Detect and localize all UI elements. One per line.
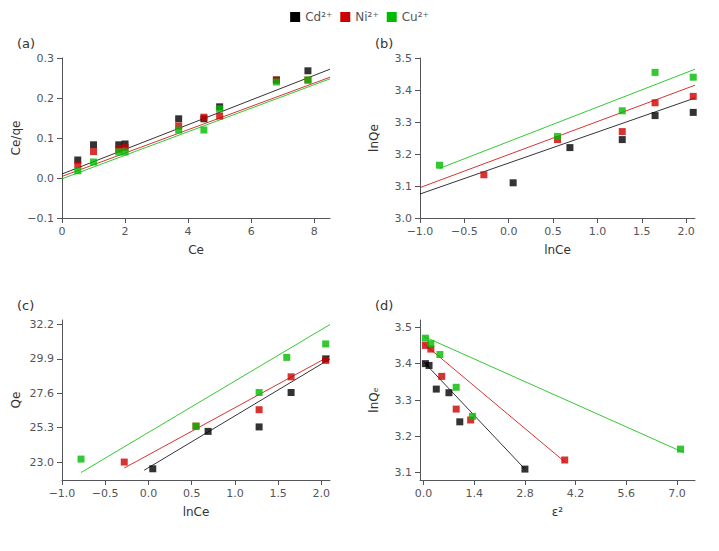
svg-text:0.0: 0.0 [37, 172, 55, 185]
svg-text:3.1: 3.1 [395, 180, 413, 193]
svg-text:lnQₑ: lnQₑ [367, 387, 381, 412]
svg-text:1.5: 1.5 [633, 225, 651, 238]
svg-text:3.2: 3.2 [395, 430, 413, 443]
svg-text:0.0: 0.0 [140, 487, 158, 500]
svg-text:2.0: 2.0 [313, 487, 331, 500]
svg-text:7.0: 7.0 [668, 487, 686, 500]
svg-text:1.4: 1.4 [466, 487, 484, 500]
svg-text:Cu²⁺: Cu²⁺ [402, 10, 429, 24]
svg-text:0.0: 0.0 [500, 225, 518, 238]
svg-text:27.6: 27.6 [30, 387, 55, 400]
svg-text:29.9: 29.9 [30, 352, 55, 365]
svg-text:0.0: 0.0 [415, 487, 433, 500]
svg-text:Ni²⁺: Ni²⁺ [355, 10, 378, 24]
svg-text:3.3: 3.3 [395, 116, 413, 129]
svg-text:23.0: 23.0 [30, 456, 55, 469]
svg-text:lnCe: lnCe [183, 505, 210, 519]
svg-text:lnQe: lnQe [367, 124, 381, 152]
svg-text:2: 2 [122, 225, 129, 238]
svg-text:0.5: 0.5 [183, 487, 201, 500]
svg-text:3.4: 3.4 [395, 357, 413, 370]
svg-text:(b): (b) [375, 36, 393, 51]
svg-text:0.2: 0.2 [37, 92, 55, 105]
svg-text:3.4: 3.4 [395, 84, 413, 97]
svg-text:8: 8 [311, 225, 318, 238]
svg-text:(c): (c) [17, 298, 34, 313]
svg-text:5.6: 5.6 [618, 487, 636, 500]
svg-text:0: 0 [59, 225, 66, 238]
svg-text:2.0: 2.0 [677, 225, 695, 238]
svg-text:4.2: 4.2 [567, 487, 585, 500]
svg-text:−0.5: −0.5 [92, 487, 119, 500]
svg-text:−0.5: −0.5 [451, 225, 478, 238]
svg-text:(a): (a) [17, 36, 35, 51]
svg-text:−1.0: −1.0 [407, 225, 434, 238]
svg-text:6: 6 [248, 225, 255, 238]
svg-text:2.8: 2.8 [516, 487, 534, 500]
svg-text:25.3: 25.3 [30, 421, 55, 434]
svg-text:3.5: 3.5 [395, 52, 413, 65]
svg-text:1.0: 1.0 [589, 225, 607, 238]
svg-text:0.3: 0.3 [37, 52, 55, 65]
svg-text:1.0: 1.0 [226, 487, 244, 500]
svg-text:(d): (d) [375, 298, 393, 313]
svg-text:1.5: 1.5 [269, 487, 287, 500]
svg-text:3.2: 3.2 [395, 148, 413, 161]
svg-text:32.2: 32.2 [30, 318, 55, 331]
svg-text:ε²: ε² [552, 505, 563, 519]
svg-text:3.1: 3.1 [395, 466, 413, 479]
svg-text:Ce: Ce [188, 243, 204, 257]
svg-text:3.0: 3.0 [395, 212, 413, 225]
svg-text:0.5: 0.5 [544, 225, 562, 238]
svg-text:3.3: 3.3 [395, 394, 413, 407]
svg-text:Ce/qe: Ce/qe [9, 121, 23, 156]
svg-text:4: 4 [185, 225, 192, 238]
svg-text:Qe: Qe [9, 392, 23, 409]
svg-text:−1.0: −1.0 [49, 487, 76, 500]
svg-text:3.5: 3.5 [395, 321, 413, 334]
svg-text:lnCe: lnCe [544, 243, 571, 257]
svg-text:−0.1: −0.1 [27, 212, 54, 225]
svg-text:Cd²⁺: Cd²⁺ [305, 10, 332, 24]
svg-text:0.1: 0.1 [37, 132, 55, 145]
